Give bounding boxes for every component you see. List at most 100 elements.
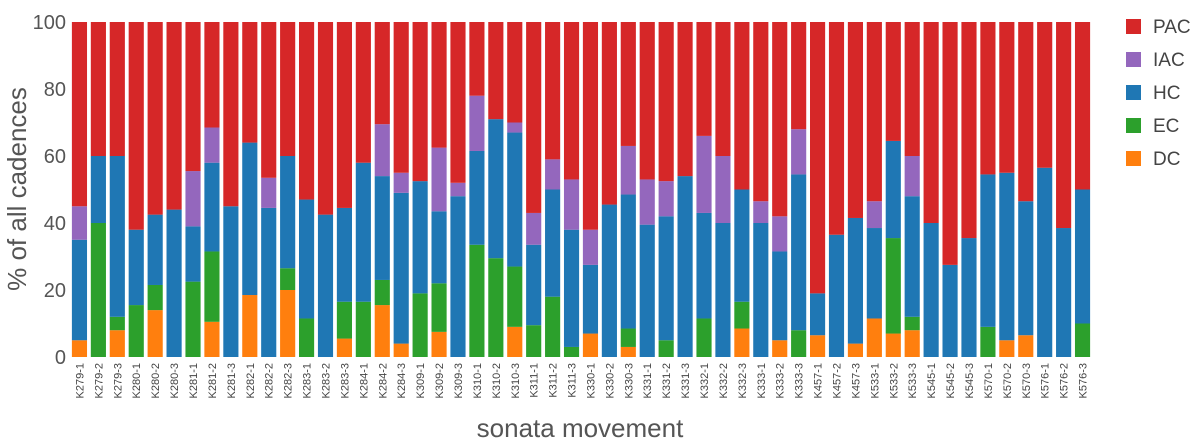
y-tick-label: 40 [44, 213, 66, 235]
bar-segment-hc-k280-3 [166, 209, 182, 357]
bar-segment-hc-k331-1 [639, 224, 655, 357]
x-tick-label: K311-3 [567, 363, 579, 398]
bar-segment-hc-k457-3 [847, 217, 863, 344]
x-tick-label: K279-2 [93, 363, 105, 398]
x-tick-label: K280-3 [169, 363, 181, 398]
bar-segment-pac-k281-1 [185, 22, 201, 172]
x-tick-label: K533-2 [888, 363, 900, 398]
x-tick-label: K333-2 [775, 363, 787, 398]
y-tick-label: 0 [55, 347, 66, 369]
bar-segment-hc-k310-1 [469, 150, 485, 245]
bar-segment-dc-k280-2 [147, 310, 163, 357]
bar-segment-hc-k280-1 [128, 229, 144, 306]
bar-segment-pac-k333-3 [791, 22, 807, 130]
bar-segment-ec-k331-2 [658, 340, 674, 357]
bar-segment-dc-k570-2 [999, 340, 1015, 357]
bar-segment-ec-k281-1 [185, 281, 201, 358]
bar-segment-iac-k282-2 [261, 177, 277, 208]
bar-segment-pac-k280-1 [128, 22, 144, 230]
bar-segment-dc-k284-3 [393, 343, 409, 357]
bar-segment-iac-k284-3 [393, 172, 409, 193]
legend-swatch-iac [1126, 52, 1141, 67]
bar-segment-pac-k545-2 [942, 22, 958, 265]
bar-segment-hc-k284-2 [374, 176, 390, 280]
x-tick-label: K311-2 [548, 363, 560, 398]
x-tick-label: K576-1 [1040, 363, 1052, 398]
bar-segment-hc-k284-3 [393, 192, 409, 344]
bar-segment-ec-k330-3 [620, 328, 636, 347]
bar-segment-dc-k330-3 [620, 346, 636, 357]
legend-swatch-dc [1126, 151, 1141, 166]
bar-segment-hc-k331-3 [677, 176, 693, 357]
x-tick-label: K332-1 [699, 363, 711, 398]
bar-segment-pac-k284-1 [355, 22, 371, 163]
x-tick-label: K280-1 [131, 363, 143, 398]
bar-segment-pac-k332-3 [734, 22, 750, 190]
x-tick-label: K545-1 [926, 363, 938, 398]
x-tick-label: K310-3 [510, 363, 522, 398]
bar-segment-iac-k333-3 [791, 129, 807, 175]
bar-segment-ec-k311-2 [545, 296, 561, 357]
bar-segment-pac-k332-2 [715, 22, 731, 156]
bar-segment-ec-k576-3 [1074, 323, 1091, 357]
bar-segment-pac-k283-2 [317, 22, 334, 215]
x-tick-label: K282-1 [245, 363, 257, 398]
bar-segment-ec-k280-2 [147, 284, 163, 311]
x-tick-label: K310-2 [491, 363, 503, 398]
bar-segment-hc-k281-3 [223, 206, 239, 357]
bar-segment-pac-k282-2 [261, 22, 277, 178]
x-tick-label: K282-2 [264, 363, 276, 398]
x-tick-label: K570-3 [1021, 363, 1033, 398]
bar-segment-pac-k331-1 [639, 22, 655, 180]
bar-segment-dc-k310-3 [507, 326, 523, 357]
bar-segment-pac-k570-2 [999, 22, 1015, 173]
bar-segment-dc-k333-2 [772, 340, 788, 357]
bar-segment-ec-k309-2 [431, 283, 447, 332]
bar-segment-hc-k332-2 [715, 223, 731, 357]
x-tick-label: K280-2 [150, 363, 162, 398]
bar-segment-hc-k280-2 [147, 214, 163, 285]
bar-segment-hc-k330-1 [582, 264, 599, 334]
bar-segment-hc-k311-2 [545, 189, 561, 297]
bar-segment-ec-k311-3 [563, 346, 580, 357]
bar-segment-pac-k310-3 [507, 22, 523, 123]
bar-segment-hc-k310-3 [507, 132, 523, 267]
bar-segment-pac-k570-3 [1018, 22, 1034, 202]
bar-segment-ec-k310-1 [469, 244, 485, 357]
bar-segment-iac-k281-1 [185, 171, 201, 227]
bar-segment-iac-k309-2 [431, 147, 447, 212]
bar-segment-ec-k309-1 [412, 293, 428, 357]
bar-segment-hc-k545-1 [923, 223, 939, 357]
bar-segment-pac-k533-2 [885, 22, 901, 141]
bar-segment-pac-k283-3 [336, 22, 352, 208]
bar-segment-iac-k533-3 [904, 156, 920, 197]
bar-segment-ec-k281-2 [204, 251, 220, 322]
bar-segment-pac-k284-2 [374, 22, 390, 125]
bar-segment-ec-k310-2 [488, 258, 504, 357]
x-tick-label: K533-3 [907, 363, 919, 398]
bar-segment-dc-k281-2 [204, 321, 220, 357]
bar-segment-iac-k311-2 [545, 159, 561, 190]
legend-swatch-ec [1126, 118, 1141, 133]
bar-segment-pac-k576-2 [1056, 22, 1072, 229]
bar-segment-hc-k457-2 [828, 234, 845, 357]
bar-segment-ec-k279-2 [90, 223, 106, 357]
bar-segment-hc-k282-2 [261, 207, 277, 357]
x-tick-label: K331-1 [642, 363, 654, 398]
bar-segment-iac-k333-2 [772, 216, 788, 252]
bar-segment-pac-k333-1 [753, 22, 769, 202]
x-tick-label: K283-1 [302, 363, 314, 398]
x-tick-label: K311-1 [529, 363, 541, 398]
bar-segment-ec-k311-1 [526, 325, 542, 357]
bar-segment-ec-k283-3 [336, 301, 352, 339]
bar-segment-hc-k281-1 [185, 226, 201, 282]
bar-segment-pac-k309-1 [412, 22, 428, 182]
bar-segment-pac-k311-2 [545, 22, 561, 160]
legend-swatch-hc [1126, 85, 1141, 100]
bar-segment-dc-k457-1 [810, 335, 826, 357]
bar-segment-iac-k311-1 [526, 212, 542, 245]
bar-segment-iac-k309-3 [450, 182, 466, 197]
legend: PAC IAC HC EC DC [1126, 17, 1191, 170]
bar-segment-pac-k457-2 [828, 22, 845, 235]
bar-segment-pac-k332-1 [696, 22, 712, 136]
